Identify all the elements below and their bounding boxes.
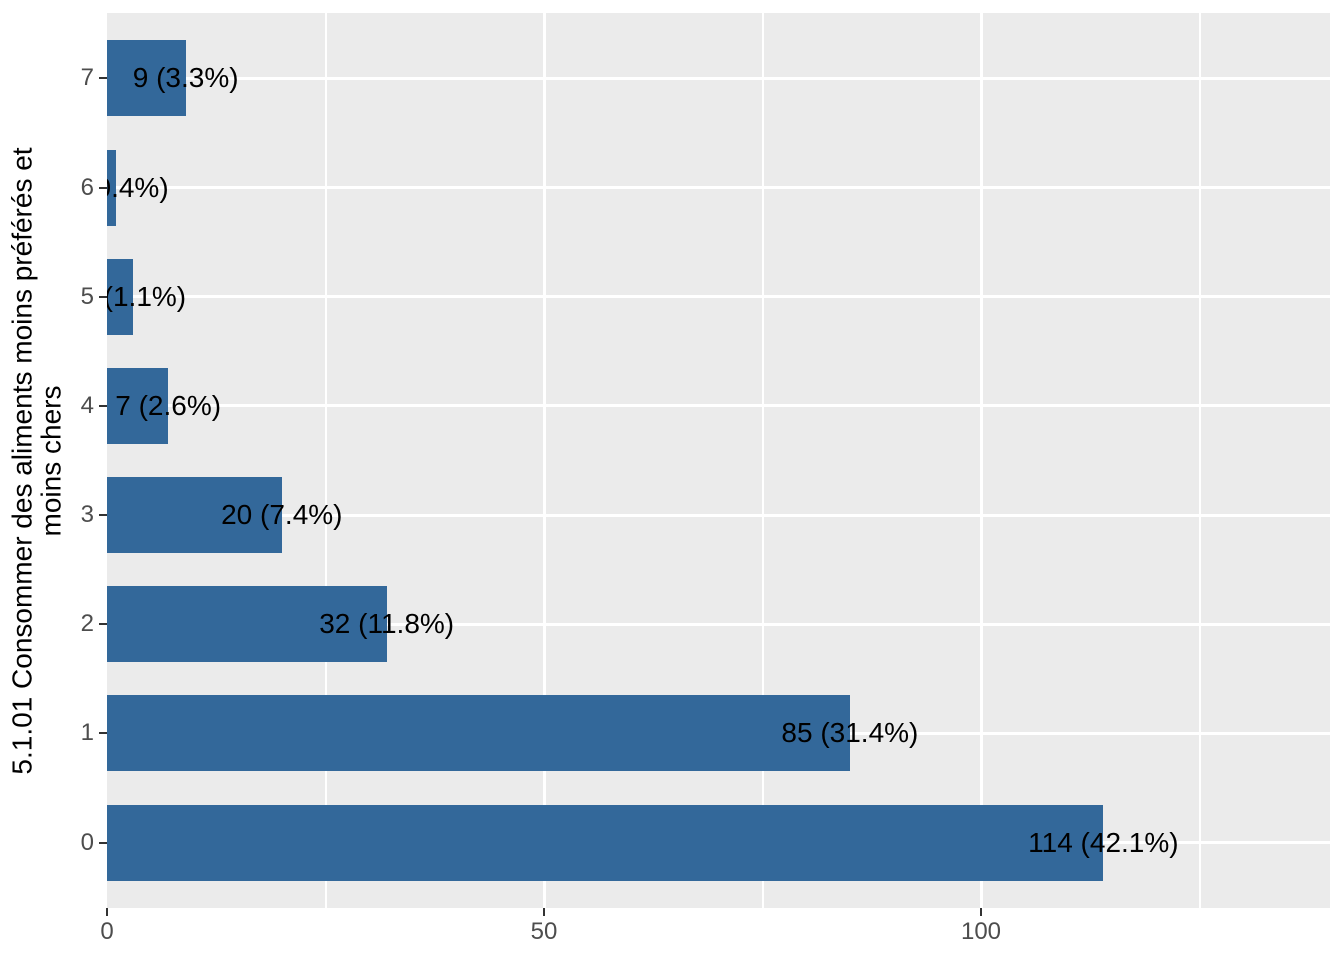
x-tick-mark xyxy=(980,908,982,916)
y-major-gridline xyxy=(107,404,1330,408)
x-minor-gridline xyxy=(761,13,764,908)
y-tick-mark xyxy=(99,841,107,844)
x-tick-mark xyxy=(106,908,108,916)
bar-value-label: 32 (11.8%) xyxy=(319,608,455,640)
x-minor-gridline xyxy=(1198,13,1201,908)
x-tick-label: 0 xyxy=(100,918,114,945)
bar-value-label: 20 (7.4%) xyxy=(221,499,343,531)
y-tick-mark xyxy=(99,295,107,298)
y-tick-label: 7 xyxy=(80,64,94,92)
bar-value-label: 3 (1.1%) xyxy=(107,280,187,312)
bar xyxy=(107,586,387,663)
x-tick-label: 100 xyxy=(960,918,1002,945)
x-tick-label: 50 xyxy=(530,918,558,945)
x-tick-mark xyxy=(543,908,545,916)
bar xyxy=(107,40,186,117)
y-axis-title-line-2: moins chers xyxy=(35,385,67,537)
y-tick-label: 0 xyxy=(80,828,94,856)
bar xyxy=(107,477,282,554)
y-major-gridline xyxy=(107,186,1330,190)
bar-value-label: 1 (0.4%) xyxy=(107,171,169,203)
y-tick-label: 3 xyxy=(80,501,94,529)
bar xyxy=(107,149,116,226)
y-tick-label: 2 xyxy=(80,610,94,638)
bar xyxy=(107,367,169,444)
y-tick-label: 5 xyxy=(80,282,94,310)
y-tick-label: 1 xyxy=(80,719,94,747)
bar-value-label: 85 (31.4%) xyxy=(781,717,919,749)
bar-value-label: 114 (42.1%) xyxy=(1028,826,1179,858)
plot-panel: 114 (42.1%) 85 (31.4%) 32 (11.8%) 20 (7.4%)… xyxy=(107,13,1330,908)
bar xyxy=(107,695,850,772)
y-axis-title: 5.1.01 Consommer des aliments moins préf… xyxy=(6,14,67,909)
bar-value-label: 9 (3.3%) xyxy=(132,62,239,94)
y-tick-mark xyxy=(99,623,107,626)
y-tick-label: 6 xyxy=(80,173,94,201)
y-tick-mark xyxy=(99,404,107,407)
y-major-gridline xyxy=(107,76,1330,80)
x-minor-gridline xyxy=(324,13,327,908)
y-major-gridline xyxy=(107,622,1330,626)
y-tick-label: 4 xyxy=(80,391,94,419)
y-tick-mark xyxy=(99,186,107,189)
y-major-gridline xyxy=(107,295,1330,299)
y-tick-mark xyxy=(99,514,107,517)
y-major-gridline xyxy=(107,513,1330,517)
bar xyxy=(107,804,1104,881)
bar xyxy=(107,258,134,335)
x-major-gridline xyxy=(542,13,546,908)
x-major-gridline xyxy=(979,13,983,908)
y-tick-mark xyxy=(99,732,107,735)
bar-value-label: 7 (2.6%) xyxy=(115,389,222,421)
y-axis-title-line-1: 5.1.01 Consommer des aliments moins préf… xyxy=(6,147,38,775)
y-tick-mark xyxy=(99,77,107,80)
